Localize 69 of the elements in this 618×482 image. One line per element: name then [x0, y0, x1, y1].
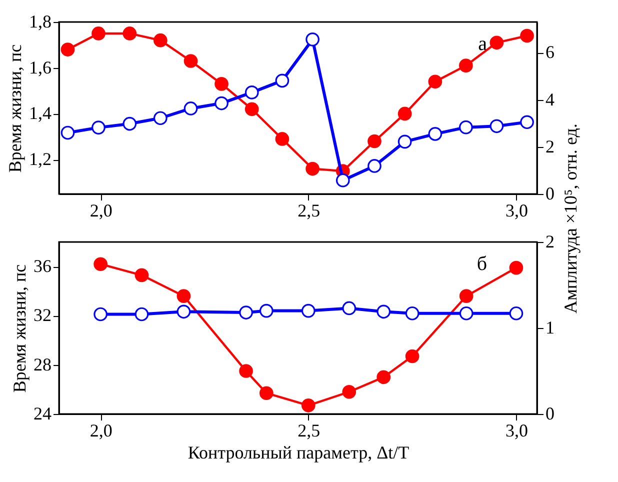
- point: [459, 58, 473, 72]
- x-tick-label: 2,5: [298, 200, 320, 220]
- point: [306, 32, 320, 46]
- y2-tick-label: 1: [546, 318, 554, 338]
- point: [214, 96, 228, 110]
- point: [405, 349, 420, 364]
- y2-axis-title: Амплитуда ×10⁵, отн. ед.: [560, 124, 580, 314]
- y2-tick-label: 4: [546, 89, 554, 110]
- point: [368, 134, 382, 148]
- point: [184, 102, 198, 116]
- point: [398, 134, 412, 149]
- point: [490, 119, 504, 134]
- y-tick-label: 1,6: [29, 57, 52, 78]
- x-tick-label: 3,0: [505, 200, 528, 220]
- point: [459, 120, 473, 134]
- x-tick-label: 3,0: [505, 420, 528, 440]
- y-tick-label: 36: [34, 256, 52, 276]
- y2-tick-label: 6: [546, 42, 554, 62]
- point: [301, 398, 316, 412]
- point: [184, 54, 198, 68]
- point: [92, 26, 106, 40]
- y2-tick-label: 0: [546, 184, 554, 204]
- point: [60, 42, 75, 56]
- y-tick-label: 1,8: [29, 12, 52, 32]
- point: [239, 364, 253, 378]
- point: [94, 257, 108, 272]
- annotation: б: [476, 253, 487, 275]
- point: [306, 162, 320, 176]
- point: [176, 289, 191, 303]
- x-axis-title: Контрольный параметр, Δt/T: [188, 442, 410, 462]
- point: [520, 28, 534, 43]
- point: [520, 115, 534, 130]
- y2-tick-label: 2: [546, 136, 554, 156]
- point: [122, 116, 137, 131]
- y-axis-title: Время жизни, пс: [10, 264, 30, 393]
- point: [509, 260, 524, 275]
- point: [490, 36, 504, 50]
- point: [428, 127, 442, 141]
- x-tick-label: 2,0: [90, 200, 112, 220]
- y-axis-title: Время жизни, пс: [5, 44, 25, 173]
- point: [275, 132, 290, 146]
- point: [92, 120, 106, 134]
- point: [275, 74, 290, 88]
- y-tick-label: 1,2: [29, 149, 52, 170]
- point: [259, 386, 274, 400]
- point: [428, 74, 442, 89]
- y-tick-label: 24: [34, 404, 52, 424]
- point: [376, 370, 391, 384]
- point: [244, 102, 259, 116]
- point: [368, 159, 382, 173]
- point: [153, 33, 168, 48]
- point: [342, 384, 356, 399]
- y-tick-label: 1,4: [29, 103, 52, 124]
- x-tick-label: 2,5: [298, 420, 320, 440]
- y2-tick-label: 2: [546, 232, 554, 252]
- point: [244, 86, 259, 100]
- point: [336, 173, 350, 188]
- x-tick-label: 2,0: [90, 420, 112, 440]
- annotation: а: [478, 33, 488, 55]
- point: [122, 26, 137, 40]
- y2-tick-label: 0: [546, 404, 554, 424]
- point: [153, 111, 168, 126]
- point: [214, 77, 228, 91]
- y-tick-label: 28: [34, 354, 52, 374]
- point: [60, 126, 75, 140]
- point: [459, 289, 474, 303]
- point: [134, 268, 149, 282]
- point: [398, 106, 412, 121]
- y-tick-label: 32: [34, 305, 52, 326]
